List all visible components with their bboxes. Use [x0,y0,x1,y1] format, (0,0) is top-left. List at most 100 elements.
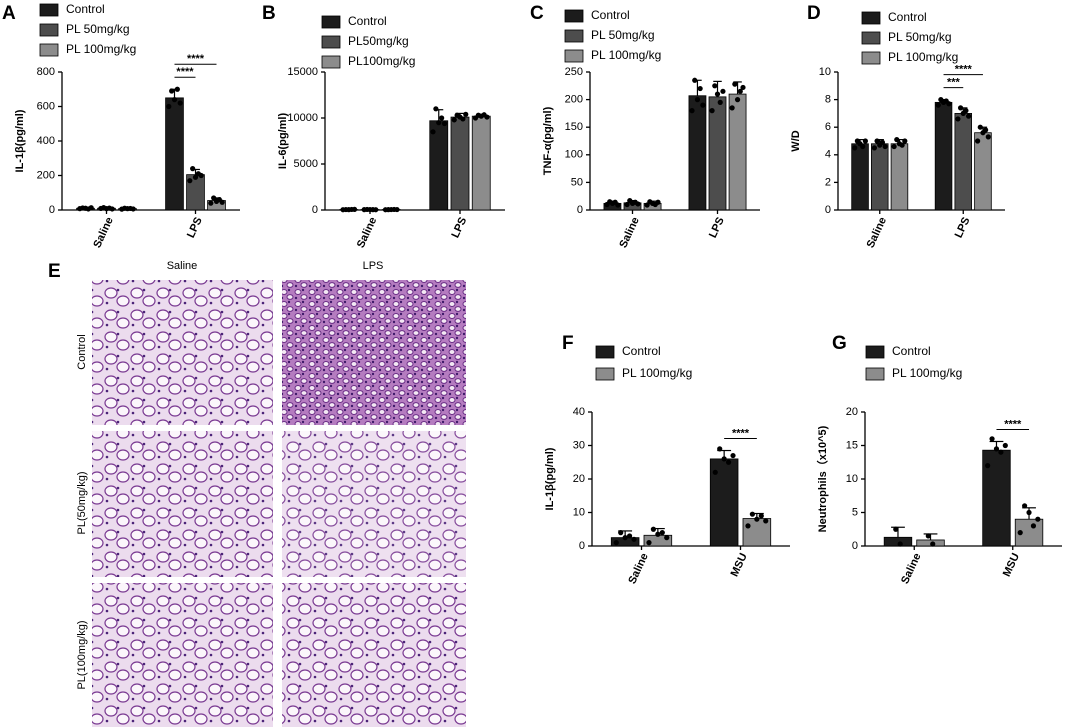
panel-letter: G [832,333,847,354]
micrograph [92,583,273,727]
data-point [655,199,661,205]
y-tick-label: 600 [37,100,55,112]
data-point [219,199,225,205]
legend-swatch [39,43,59,57]
data-point [190,166,196,172]
legend-label: Control [591,8,630,22]
data-point [694,97,701,103]
chart: G Neutrophils（x10^5) 0 5 10 15 20 Control PL 100… [816,333,1062,586]
data-point [463,111,469,117]
legend-label: PL 50mg/kg [888,30,952,44]
data-point [433,106,439,112]
data-point [88,205,94,211]
y-tick-label: 200 [565,94,583,106]
bar [890,143,909,211]
data-point [871,145,878,151]
data-point [697,85,703,92]
data-point [758,513,764,519]
panel-letter: B [262,3,276,24]
data-point [109,206,115,212]
data-point [862,138,868,144]
column-label: Saline [167,260,198,272]
data-point [712,83,718,89]
data-point [351,206,358,212]
data-point [700,102,706,108]
legend-label: PL 100mg/kg [892,366,962,380]
column-label: LPS [363,260,384,272]
legend-label: PL 100mg/kg [888,50,958,64]
y-tick-label: 800 [37,66,55,78]
y-tick-label: 5000 [294,158,318,170]
y-tick-label: 5 [852,506,858,518]
data-point [899,142,905,148]
x-tick-label: MSU [729,551,750,578]
data-point [1035,516,1041,522]
legend-swatch [861,31,881,45]
y-tick-label: 10 [819,66,831,78]
panel-letter: E [48,261,61,282]
data-point [732,81,738,87]
y-axis-label: IL-6(pg/ml) [277,113,289,170]
legend-label: Control [888,10,927,24]
data-point [441,120,448,127]
data-point [925,533,931,539]
micrograph [282,280,466,425]
data-point [754,516,760,522]
legend-label: Control [348,14,387,28]
data-point [174,86,180,92]
y-tick-label: 150 [565,121,583,133]
y-axis-label: IL-1β(pg/ml) [544,447,556,510]
y-tick-label: 0 [825,204,831,216]
data-point [946,101,952,107]
data-point [1026,509,1032,516]
x-tick-label: MSU [1001,551,1022,578]
bar [471,115,491,211]
y-tick-label: 6 [825,121,831,133]
chart: D W/D 0 2 4 6 8 10 Control PL 50mg/kg PL 100mg/kg S… [790,3,1005,250]
legend-label: Control [66,2,105,16]
data-point [730,452,736,459]
y-tick-label: 0 [577,204,583,216]
data-point [689,108,695,114]
y-tick-label: 250 [565,66,583,78]
data-point [664,535,670,541]
y-axis-label: IL-1β(pg/ml) [14,109,26,172]
significance-label: *** [947,77,961,89]
y-axis-label: W/D [790,130,802,151]
data-point [187,178,193,184]
x-tick-label: LPS [953,215,973,239]
x-tick-label: Saline [626,551,651,585]
significance-label: **** [955,64,973,76]
data-point [745,523,751,529]
legend-swatch [861,11,881,25]
data-point [1030,523,1037,529]
data-point [208,200,214,206]
data-point [1002,442,1008,449]
chart: C TNF-α(pg/ml) 0 50 100 150 200 250 Control PL 50… [530,3,760,250]
x-tick-label: LPS [449,215,469,239]
micrograph [92,431,273,577]
data-point [985,463,991,469]
data-point [484,114,490,120]
legend-swatch [564,9,584,23]
data-point [893,526,899,532]
data-point [902,138,908,144]
data-point [451,117,457,123]
micrograph [282,583,466,727]
data-point [626,533,633,539]
x-tick-label: Saline [355,215,380,249]
data-point [439,115,445,121]
y-tick-label: 20 [846,406,858,418]
x-tick-label: LPS [707,215,727,239]
data-point [955,116,961,122]
legend-swatch [564,29,584,43]
legend-swatch [321,15,341,29]
legend-swatch [865,367,885,381]
data-point [615,202,621,208]
data-point [852,145,858,151]
data-point [874,138,880,144]
x-tick-label: LPS [185,215,205,239]
y-tick-label: 10 [573,506,585,518]
bar [708,96,727,211]
x-tick-label: Saline [899,551,924,585]
